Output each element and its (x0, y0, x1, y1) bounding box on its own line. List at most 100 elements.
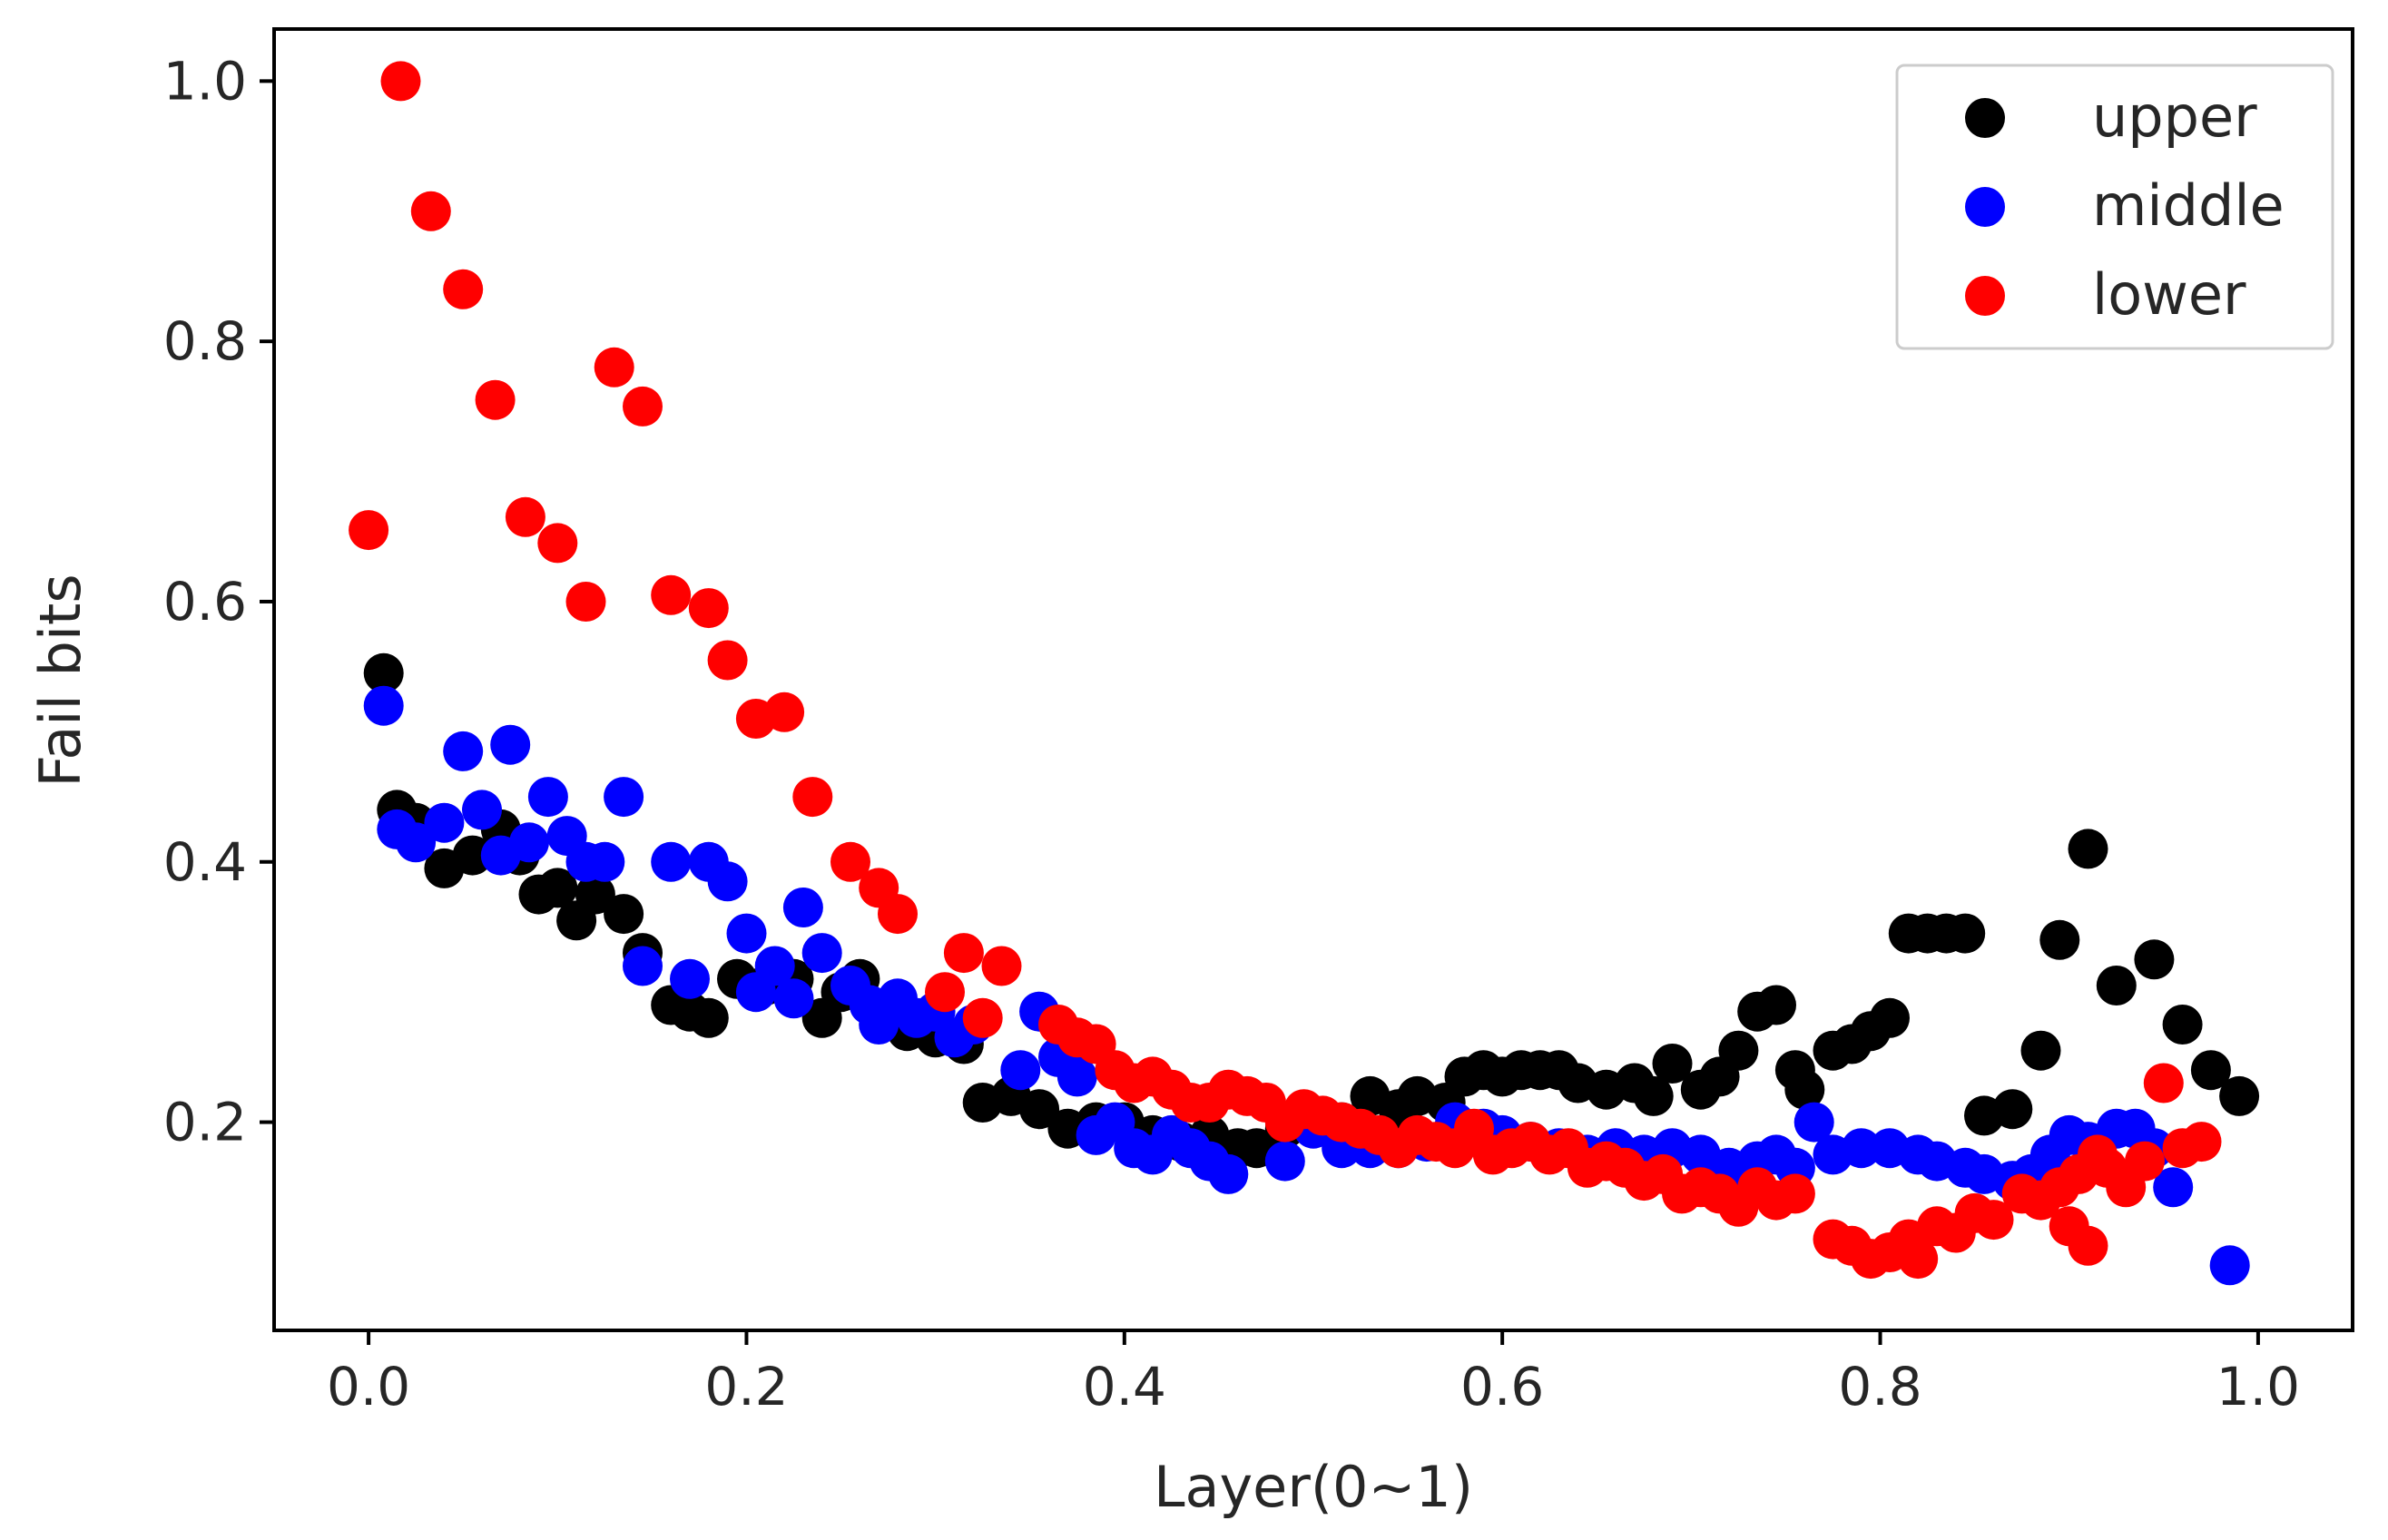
x-axis-label: Layer(0~1) (1154, 1454, 1473, 1520)
data-point-lower (943, 933, 984, 974)
data-point-middle (623, 946, 663, 986)
x-tick-label: 0.2 (704, 1356, 788, 1417)
data-point-middle (707, 861, 748, 902)
data-point-lower (792, 777, 833, 818)
data-point-middle (490, 724, 531, 765)
data-point-lower (410, 191, 451, 231)
data-point-middle (651, 841, 692, 882)
data-point-lower (537, 523, 578, 564)
data-point-upper (2162, 1005, 2203, 1045)
legend-frame (1895, 64, 2334, 350)
data-point-lower (764, 692, 805, 732)
legend-label-middle: middle (2092, 172, 2285, 239)
data-point-lower (475, 379, 516, 420)
data-point-upper (2068, 829, 2108, 869)
legend-label-upper: upper (2092, 83, 2257, 150)
legend: upper middle lower (1895, 64, 2334, 350)
data-point-middle (363, 685, 404, 726)
legend-marker-upper (1965, 98, 2005, 138)
y-tick-label: 0.4 (163, 831, 247, 893)
data-point-lower (2143, 1063, 2184, 1104)
data-point-lower (1973, 1200, 2014, 1241)
y-tick-label: 0.2 (163, 1092, 247, 1153)
data-point-upper (1870, 997, 1910, 1038)
data-point-middle (396, 822, 437, 863)
data-point-upper (575, 874, 615, 915)
plot-frame (272, 27, 2354, 1332)
data-point-upper (363, 652, 404, 693)
data-point-middle (801, 933, 842, 974)
data-point-upper (1633, 1075, 1674, 1116)
data-point-lower (2181, 1122, 2222, 1162)
data-point-lower (2068, 1225, 2108, 1266)
data-point-middle (1056, 1056, 1097, 1097)
data-point-lower (349, 510, 389, 551)
data-point-upper (2190, 1050, 2231, 1091)
data-point-lower (505, 496, 545, 537)
data-point-upper (1756, 985, 1796, 1025)
data-point-upper (2134, 939, 2175, 980)
data-point-middle (604, 777, 644, 818)
x-tick-label: 0.0 (327, 1356, 410, 1417)
data-point-lower (2125, 1141, 2165, 1182)
data-point-middle (782, 888, 823, 927)
y-tick-label: 1.0 (163, 50, 247, 112)
data-point-middle (462, 790, 502, 830)
data-point-upper (2096, 966, 2137, 1005)
data-point-upper (1784, 1069, 1825, 1110)
data-point-lower (707, 640, 748, 681)
data-point-upper (1718, 1030, 1759, 1071)
x-tick-label: 0.6 (1460, 1356, 1544, 1417)
data-point-lower (1898, 1239, 1939, 1280)
data-point-upper (1652, 1044, 1693, 1084)
data-point-lower (651, 574, 692, 615)
data-point-middle (1000, 1050, 1041, 1091)
legend-marker-middle (1965, 187, 2005, 227)
x-axis: 0.0 0.2 0.4 0.6 0.8 1.0 (327, 1330, 2300, 1417)
data-point-lower (1774, 1173, 1815, 1214)
data-point-middle (424, 802, 465, 843)
data-point-upper (1019, 1089, 1060, 1130)
data-point-lower (688, 588, 729, 629)
data-point-upper (2219, 1075, 2260, 1116)
data-point-middle (509, 822, 549, 863)
x-tick-label: 0.4 (1083, 1356, 1166, 1417)
y-tick-label: 0.6 (163, 571, 247, 633)
data-point-lower (565, 582, 606, 622)
data-point-middle (585, 841, 625, 882)
x-tick-label: 0.8 (1838, 1356, 1921, 1417)
y-axis-label: Fail bits (27, 574, 93, 787)
data-point-upper (1992, 1089, 2033, 1130)
data-point-lower (962, 997, 1003, 1038)
data-point-middle (754, 946, 795, 986)
data-point-middle (1264, 1141, 1305, 1182)
data-point-upper (688, 997, 729, 1038)
data-point-upper (537, 868, 578, 908)
x-tick-label: 1.0 (2216, 1356, 2300, 1417)
y-axis: 0.2 0.4 0.6 0.8 1.0 (163, 50, 274, 1153)
data-point-middle (670, 958, 710, 999)
legend-marker-lower (1965, 276, 2005, 316)
data-point-upper (604, 894, 644, 935)
data-point-lower (594, 347, 634, 387)
data-point-middle (773, 978, 814, 1019)
data-point-middle (1841, 1128, 1882, 1169)
data-point-lower (830, 841, 870, 882)
data-point-middle (443, 731, 484, 771)
data-point-lower (380, 61, 421, 102)
data-point-upper (452, 835, 493, 876)
legend-label-lower: lower (2092, 261, 2246, 328)
data-point-lower (878, 894, 918, 935)
data-point-lower (623, 386, 663, 427)
y-tick-label: 0.8 (163, 310, 247, 372)
data-point-middle (726, 913, 767, 954)
data-points-layer (349, 61, 2260, 1286)
data-point-upper (1945, 913, 1986, 954)
data-point-middle (2209, 1245, 2250, 1286)
data-point-middle (1793, 1102, 1834, 1143)
data-point-middle (1208, 1153, 1249, 1194)
data-point-middle (2153, 1167, 2194, 1208)
data-point-lower (925, 972, 965, 1013)
